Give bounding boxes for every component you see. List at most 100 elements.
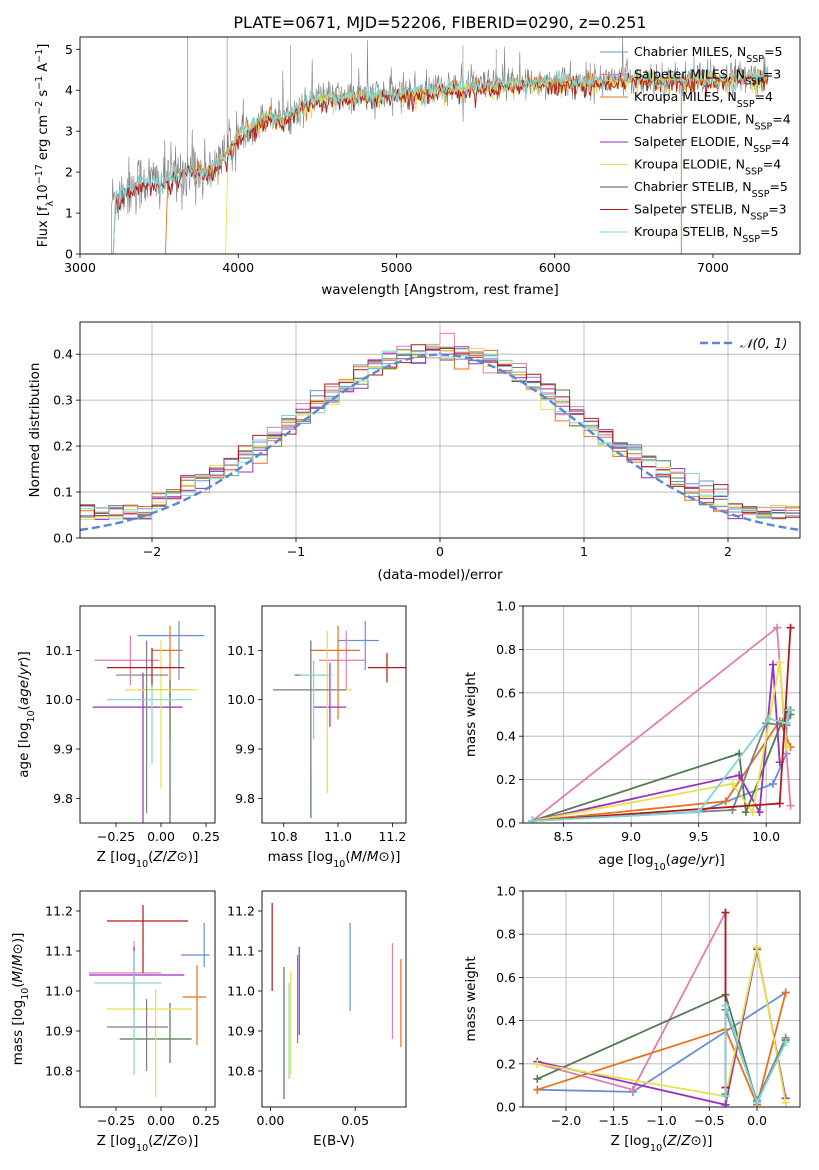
text-part: / [163,1133,168,1149]
x-tick-label: 5000 [381,260,413,275]
text-part: Flux [f [36,206,51,247]
error-bar-point [107,647,185,688]
text-part: =4 [755,89,773,104]
error-bar-point [137,679,192,823]
age_vs_mass-axes: 10.8 11.0 11.2 9.8 9.9 10.0 10.1 [227,643,406,844]
weight-marker [533,1059,542,1068]
text-part: SSP [752,189,770,200]
y-tick-label: 0.2 [496,772,516,787]
weight_vs_age-xlabel: age [log10(age/yr)] [598,852,724,873]
weight-marker [721,908,730,917]
text-part: age [log [598,852,653,868]
x-tick-label: −0.5 [694,1113,724,1128]
y-tick-label: 11.0 [45,984,73,999]
error-bar-point [125,640,197,789]
error-bar-point [107,999,169,1071]
text-part: 10 [36,184,51,201]
spectrum-axes: 3000 4000 5000 6000 7000 0 1 2 3 4 5 [64,42,729,275]
error-bar-point [300,660,333,740]
weight-marker [775,799,784,808]
weight-line [537,992,787,1107]
weight-line [724,1005,787,1106]
x-tick-label: 10.8 [270,829,298,844]
y-tick-label: 0.0 [496,816,516,831]
text-part: mass [log [10,1000,26,1066]
error-bar-point [182,965,206,1045]
error-bar-point [94,951,161,1075]
text-part: Z [log [611,1133,650,1149]
legend-entry: Kroupa ELODIE, NSSP=4 [634,157,781,178]
legend-entry: Kroupa MILES, NSSP=4 [634,89,773,110]
text-part: =3 [763,67,781,82]
text-part: s [36,90,51,101]
text-part: ( [662,1133,667,1149]
weight-marker [768,779,777,788]
text-part: 10 [20,988,31,1000]
text-part: Z [log [97,849,136,865]
text-part: M [351,849,363,865]
x-tick-label: 0.00 [147,1113,175,1128]
x-tick-label: 1 [580,544,588,559]
mass_vs_Z-axes: −0.25 0.00 0.25 10.8 10.9 11.0 11.1 11.2 [45,904,220,1129]
y-tick-label: 11.1 [45,944,73,959]
x-tick-label: 8.5 [554,829,574,844]
x-tick-label: 0.25 [192,1113,220,1128]
error-bar-point [338,620,379,671]
weight-marker [748,808,757,817]
y-tick-label: 9.9 [235,742,255,757]
weight-marker [628,1085,637,1094]
text-part: age [671,852,696,868]
y-tick-label: 10.1 [45,643,73,658]
y-tick-label: 11.2 [45,904,73,919]
text-part: )] [390,849,401,865]
weight-marker [781,988,790,997]
text-part: SSP [745,76,763,87]
y-tick-label: 4 [65,83,73,98]
text-part: Z [152,1133,163,1149]
error-bar-point [180,923,210,967]
weight-line [532,709,792,822]
text-part: / [677,1133,682,1149]
mass_vs_ebv-frame [261,890,407,1108]
y-tick-label: 0.4 [496,1013,516,1028]
text-part: Z [666,1133,677,1149]
x-tick-label: 10.0 [752,829,780,844]
x-tick-label: 0 [436,544,444,559]
text-part: age [log [16,722,32,777]
text-part: SSP [742,234,760,245]
text-part: Kroupa STELIB, N [634,224,742,239]
mass_vs_ebv-xlabel: E(B-V) [313,1133,355,1149]
text-part: SSP [737,99,755,110]
spectrum-model [112,66,769,254]
x-tick-label: 0.25 [192,829,220,844]
weight-marker [786,623,795,632]
x-tick-label: 9.0 [621,829,641,844]
legend-entry: Chabrier MILES, NSSP=5 [634,44,782,65]
error-bar-point [94,635,160,685]
weight_vs_age-ylabel: mass weight [463,672,479,757]
text-part: )] [188,849,199,865]
mass_vs_Z-frame [79,890,216,1108]
x-tick-label: 0.05 [341,1113,369,1128]
y-tick-label: 0.2 [53,439,73,454]
text-part: / [163,849,168,865]
legend-entry: Salpeter MILES, NSSP=3 [634,67,781,88]
x-tick-label: 4000 [222,260,254,275]
text-part: =5 [769,179,787,194]
histogram-series [80,332,800,532]
text-part: )] [188,1133,199,1149]
x-tick-label: −1 [287,544,305,559]
text-part: A [36,63,51,76]
x-tick-label: 11.2 [378,829,406,844]
legend-entry: Salpeter STELIB, NSSP=3 [634,202,787,223]
weight_vs_age-frame [522,605,801,824]
weight-marker [721,1092,730,1101]
weight-marker [764,714,773,723]
weight-marker [775,658,784,667]
age_vs_Z-ylabel: age [log10(age/yr)] [16,651,37,777]
weight-marker [782,719,791,728]
text-part: SSP [753,144,771,155]
age_vs_mass-frame [261,605,407,824]
